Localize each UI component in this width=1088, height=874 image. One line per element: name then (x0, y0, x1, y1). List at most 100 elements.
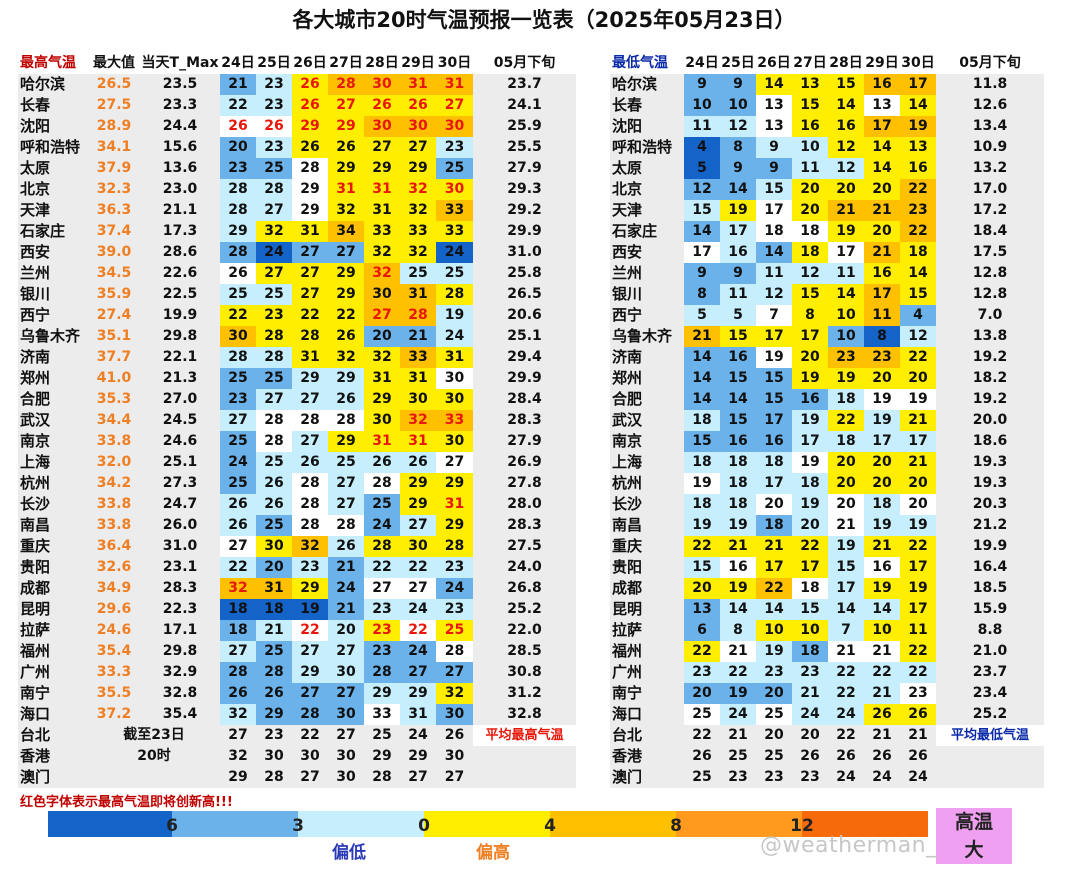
tmin-forecast-cell: 22 (684, 641, 720, 662)
tmin-forecast-cell: 15 (684, 200, 720, 221)
tmax-row: 合肥 35.3 27.0 23 27 27 26 29 30 30 28.4 (18, 389, 576, 410)
tmin-forecast-cell: 22 (684, 536, 720, 557)
tmax-forecast-cell: 29 (400, 158, 436, 179)
tmin-period-value: 20.0 (936, 410, 1044, 431)
tmax-period-value: 31.0 (473, 242, 576, 263)
tmin-forecast-cell: 22 (900, 179, 936, 200)
tmin-forecast-cell: 19 (828, 368, 864, 389)
tmax-corner: 最高气温 (18, 53, 88, 74)
tmin-forecast-cell: 15 (792, 284, 828, 305)
tmax-row: 石家庄 37.4 17.3 29 32 31 34 33 33 33 29.9 (18, 221, 576, 242)
tmin-forecast-cell: 18 (756, 221, 792, 242)
tmax-forecast-cell: 29 (328, 284, 364, 305)
tmax-row: 南宁 35.5 32.8 26 26 27 27 29 29 32 31.2 (18, 683, 576, 704)
tmax-forecast-cell: 28 (220, 179, 256, 200)
tmin-row: 沈阳 11 12 13 16 16 17 19 13.4 (610, 116, 1044, 137)
scale-tick-label: 6 (166, 816, 178, 836)
tmin-forecast-cell: 18 (756, 515, 792, 536)
tmax-period-header: 05月下旬 (473, 53, 576, 74)
tmax-period-value: 25.1 (473, 326, 576, 347)
tmin-forecast-cell: 8 (864, 326, 900, 347)
tmin-forecast-cell: 15 (720, 368, 756, 389)
tmax-max-value: 35.4 (88, 641, 140, 662)
tmin-forecast-cell: 16 (792, 389, 828, 410)
tmin-forecast-cell: 19 (792, 368, 828, 389)
tmax-city: 合肥 (18, 389, 88, 410)
tmin-period-empty (936, 746, 1044, 767)
tmax-period-value: 27.8 (473, 473, 576, 494)
tmax-forecast-cell: 30 (364, 74, 400, 95)
tmax-forecast-cell: 22 (400, 620, 436, 641)
tmin-forecast-cell: 19 (792, 410, 828, 431)
tmin-forecast-cell: 7 (756, 305, 792, 326)
tmin-extra-cell: 25 (756, 746, 792, 767)
tmin-period-value: 15.9 (936, 599, 1044, 620)
tmax-period-value: 26.8 (473, 578, 576, 599)
tmin-forecast-cell: 17 (864, 284, 900, 305)
tmax-forecast-cell: 31 (436, 494, 473, 515)
tmax-forecast-cell: 25 (256, 368, 292, 389)
tmax-forecast-cell: 25 (220, 431, 256, 452)
tmin-period-value: 13.8 (936, 326, 1044, 347)
tmin-row: 长沙 18 18 20 19 20 18 20 20.3 (610, 494, 1044, 515)
tmax-forecast-cell: 30 (436, 704, 473, 725)
tmin-period-value: 12.6 (936, 95, 1044, 116)
tmax-city: 长沙 (18, 494, 88, 515)
tmin-city: 郑州 (610, 368, 684, 389)
tmin-forecast-cell: 23 (684, 662, 720, 683)
tmax-period-value: 29.4 (473, 347, 576, 368)
tmin-forecast-cell: 18 (792, 641, 828, 662)
color-scale-bar: 6 3 0 4 8 12 (48, 811, 928, 837)
tmin-forecast-cell: 8 (792, 305, 828, 326)
tmin-forecast-cell: 10 (792, 137, 828, 158)
tmax-today-value: 27.0 (140, 389, 220, 410)
tmax-forecast-cell: 26 (364, 95, 400, 116)
tmax-forecast-cell: 28 (364, 473, 400, 494)
tmax-max-value: 33.8 (88, 515, 140, 536)
tmax-today-value: 22.5 (140, 284, 220, 305)
tmax-forecast-cell: 22 (364, 557, 400, 578)
tmin-city: 哈尔滨 (610, 74, 684, 95)
tmin-forecast-cell: 22 (900, 641, 936, 662)
tmax-max-value: 28.9 (88, 116, 140, 137)
tmax-forecast-cell: 23 (256, 305, 292, 326)
tmax-forecast-cell: 32 (256, 221, 292, 242)
tmin-extra-cell: 25 (720, 746, 756, 767)
tmax-forecast-cell: 30 (364, 410, 400, 431)
tmax-forecast-cell: 27 (328, 494, 364, 515)
tmin-forecast-cell: 16 (900, 158, 936, 179)
tmin-forecast-cell: 17 (828, 578, 864, 599)
tmax-forecast-cell: 31 (436, 74, 473, 95)
tmax-row: 郑州 41.0 21.3 25 25 29 29 31 31 30 29.9 (18, 368, 576, 389)
tmax-forecast-cell: 22 (292, 620, 328, 641)
tmax-today-value: 25.1 (140, 452, 220, 473)
tmax-forecast-cell: 32 (220, 704, 256, 725)
tmax-forecast-cell: 28 (328, 74, 364, 95)
tmin-forecast-cell: 19 (720, 200, 756, 221)
tmin-period-value: 8.8 (936, 620, 1044, 641)
tmin-city: 广州 (610, 662, 684, 683)
tmax-forecast-cell: 28 (292, 515, 328, 536)
tmax-forecast-cell: 28 (292, 494, 328, 515)
tmax-forecast-cell: 28 (256, 347, 292, 368)
tmin-city: 长春 (610, 95, 684, 116)
tmax-forecast-cell: 25 (436, 620, 473, 641)
tmin-extra-cell: 21 (720, 725, 756, 746)
tmin-forecast-cell: 21 (684, 326, 720, 347)
tmax-forecast-cell: 24 (400, 641, 436, 662)
tmin-forecast-cell: 20 (864, 221, 900, 242)
tmax-forecast-cell: 31 (400, 74, 436, 95)
tmin-city: 昆明 (610, 599, 684, 620)
tmin-forecast-cell: 18 (720, 494, 756, 515)
tmax-forecast-cell: 27 (400, 137, 436, 158)
tmin-row: 重庆 22 21 21 22 19 21 22 19.9 (610, 536, 1044, 557)
tmin-forecast-cell: 14 (684, 221, 720, 242)
tmax-today-value: 23.3 (140, 95, 220, 116)
tmax-today-value: 15.6 (140, 137, 220, 158)
tmax-forecast-cell: 29 (292, 578, 328, 599)
tmax-period-empty (473, 767, 576, 788)
tmin-forecast-cell: 14 (720, 599, 756, 620)
tmax-max-value: 35.1 (88, 326, 140, 347)
tmin-city: 福州 (610, 641, 684, 662)
tmin-period-value: 11.8 (936, 74, 1044, 95)
